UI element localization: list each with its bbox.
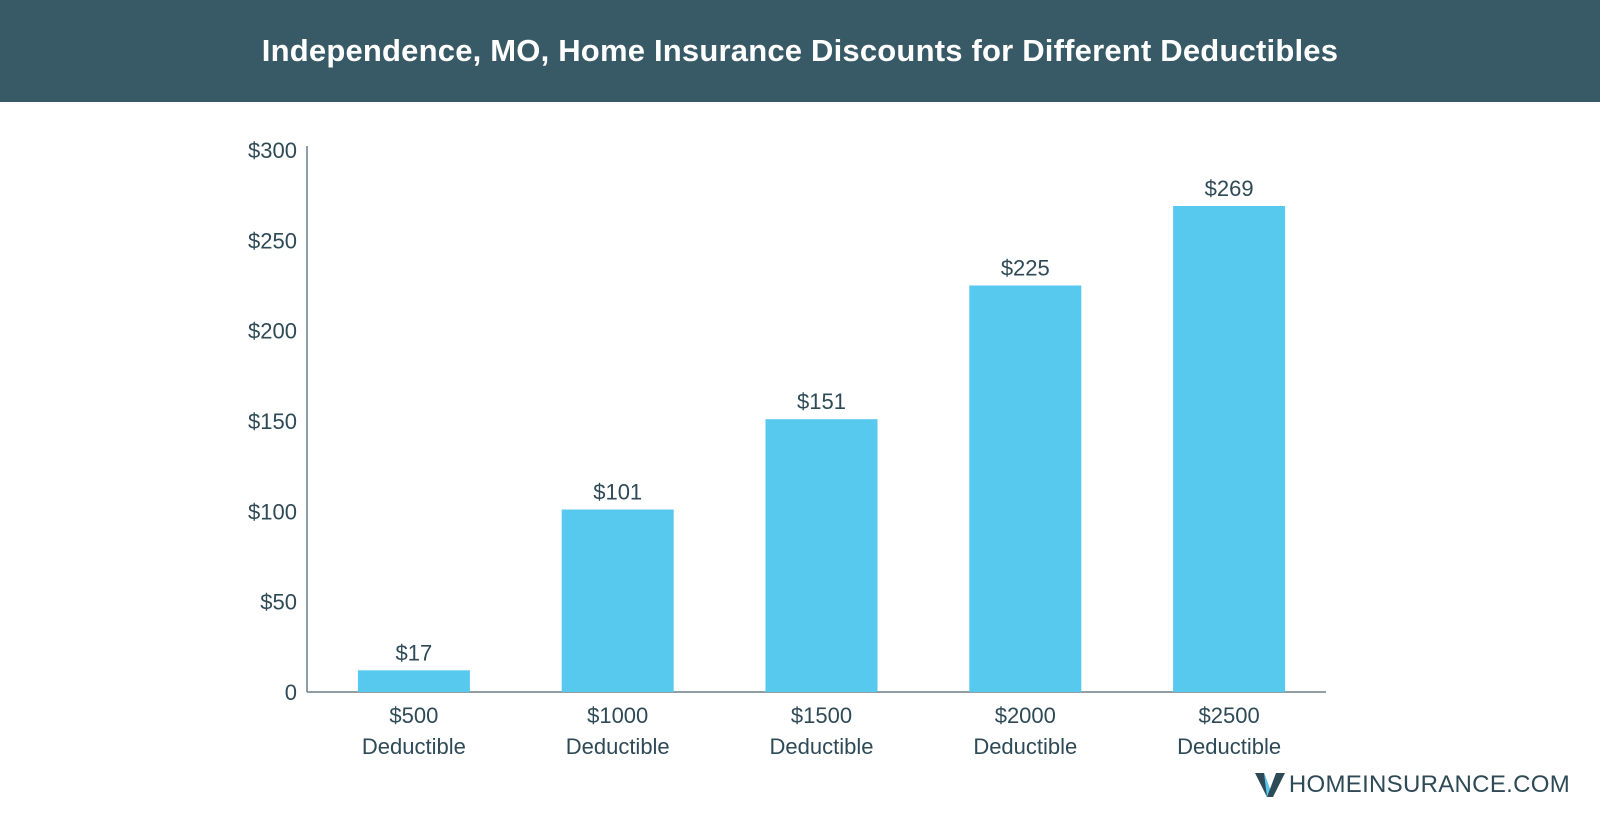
bar: [1173, 206, 1286, 693]
x-tick-label: Deductible: [362, 734, 466, 759]
x-tick-label: $2500: [1199, 703, 1260, 728]
x-tick-label: Deductible: [566, 734, 670, 759]
bar-data-label: $225: [1001, 256, 1050, 281]
bar-data-label: $17: [396, 640, 433, 665]
y-tick-label: 0: [285, 680, 297, 705]
x-tick-label: Deductible: [1177, 734, 1281, 759]
y-tick-label: $150: [248, 409, 297, 434]
y-tick-label: $300: [248, 138, 297, 163]
bar: [561, 509, 674, 692]
x-tick-label: $2000: [995, 703, 1056, 728]
x-tick-label: Deductible: [973, 734, 1077, 759]
bar: [765, 419, 878, 692]
bar-data-label: $101: [593, 480, 642, 505]
y-tick-label: $250: [248, 228, 297, 253]
checkmark-v-logo-icon: [1254, 773, 1285, 797]
y-tick-label: $200: [248, 319, 297, 344]
chart-title: Independence, MO, Home Insurance Discoun…: [261, 33, 1339, 68]
x-tick-label: Deductible: [770, 734, 874, 759]
brand-logo[interactable]: HOMEINSURANCE.COM: [1254, 770, 1570, 800]
x-tick-label: $1000: [587, 703, 648, 728]
y-tick-label: $100: [248, 499, 297, 524]
bar-data-label: $269: [1205, 176, 1254, 201]
bar-data-label: $151: [797, 389, 846, 414]
chart-title-banner: Independence, MO, Home Insurance Discoun…: [0, 0, 1600, 102]
bar: [357, 670, 470, 692]
y-tick-label: $50: [260, 590, 297, 615]
brand-logo-text: HOMEINSURANCE.COM: [1288, 771, 1570, 798]
x-tick-label: $500: [389, 703, 438, 728]
x-tick-label: $1500: [791, 703, 852, 728]
bar: [969, 285, 1082, 692]
